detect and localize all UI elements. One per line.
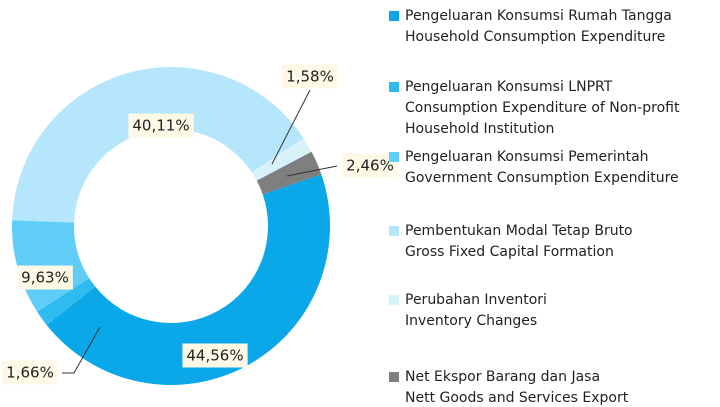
data-label: 2,46% xyxy=(346,157,394,175)
data-label: 1,58% xyxy=(286,68,334,86)
leader-line xyxy=(286,165,338,177)
legend-label: Pembentukan Modal Tetap Bruto xyxy=(405,223,633,239)
legend-swatch xyxy=(389,226,399,236)
legend-label: Net Ekspor Barang dan Jasa xyxy=(405,369,600,385)
legend-swatch xyxy=(389,82,399,92)
legend-label: Inventory Changes xyxy=(405,313,537,329)
legend-label: Nett Goods and Services Export xyxy=(405,390,629,406)
donut-slice xyxy=(37,278,96,326)
legend-swatch xyxy=(389,295,399,305)
legend-swatch xyxy=(389,152,399,162)
legend-label: Gross Fixed Capital Formation xyxy=(405,244,614,260)
data-label-bg xyxy=(17,265,73,290)
donut-slice xyxy=(251,138,312,181)
data-label-bg xyxy=(342,153,398,178)
data-label-bg xyxy=(128,113,194,138)
legend-label: Household Consumption Expenditure xyxy=(405,29,665,45)
legend-swatch xyxy=(389,372,399,382)
legend-label: Government Consumption Expenditure xyxy=(405,170,679,186)
legend-label: Pengeluaran Konsumsi Pemerintah xyxy=(405,149,649,165)
data-label-bg xyxy=(2,360,58,385)
legend-swatch xyxy=(389,11,399,21)
donut-slice xyxy=(46,174,331,386)
donut-slice xyxy=(12,67,304,223)
legend-label: Household Institution xyxy=(405,121,554,137)
data-label-bg xyxy=(282,64,338,89)
legend-label: Pengeluaran Konsumsi Rumah Tangga xyxy=(405,8,672,24)
leader-line xyxy=(62,326,101,374)
data-label: 44,56% xyxy=(186,347,243,365)
data-label: 9,63% xyxy=(21,269,69,287)
data-label-bg xyxy=(182,343,248,368)
legend-label: Pengeluaran Konsumsi LNPRT xyxy=(405,79,613,95)
leader-line xyxy=(271,89,311,165)
donut-slice xyxy=(256,151,322,195)
legend-label: Perubahan Inventori xyxy=(405,292,547,308)
data-label: 40,11% xyxy=(132,117,189,135)
data-label: 1,66% xyxy=(6,364,54,382)
legend-label: Consumption Expenditure of Non-profit xyxy=(405,100,680,116)
